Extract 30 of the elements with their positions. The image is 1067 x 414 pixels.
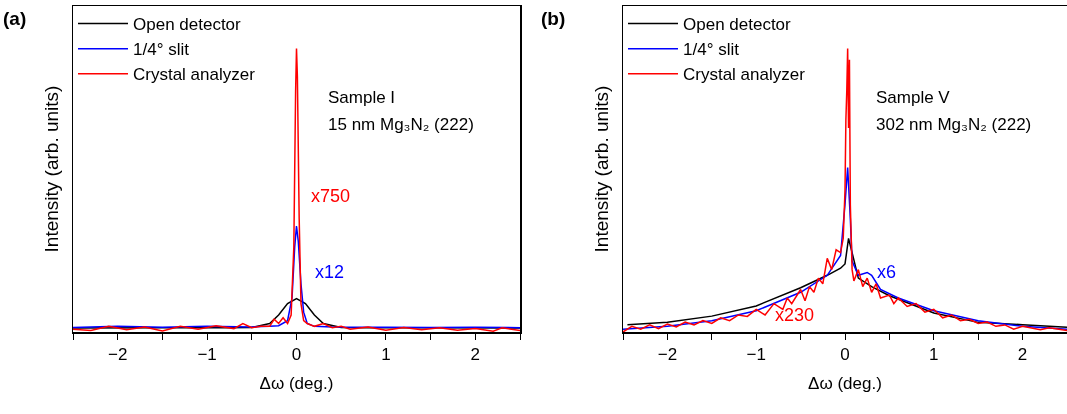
annotation: x750 [311, 186, 351, 206]
x-tick-label: 0 [840, 344, 850, 364]
x-tick-label: −1 [197, 344, 217, 364]
x-tick-label: 2 [470, 344, 481, 364]
x-tick-label: 1 [929, 344, 939, 364]
annotation: x6 [877, 262, 897, 282]
chart-title: (b) [541, 8, 566, 29]
x-tick-label: 1 [381, 344, 391, 364]
legend-label: 1/4° slit [683, 40, 740, 60]
x-tick-label: −1 [746, 344, 766, 364]
annotation: 302 nm Mg₃N₂ (222) [876, 115, 1032, 134]
x-tick-label: −2 [657, 344, 678, 364]
annotation: Sample V [876, 88, 951, 107]
x-tick-label: 0 [291, 344, 302, 364]
annotation: x12 [315, 262, 345, 282]
y-axis-title: Intensity (arb. units) [40, 85, 62, 253]
x-axis-title: Δω (deg.) [808, 374, 882, 394]
annotation: Sample I [328, 88, 396, 107]
legend-label: 1/4° slit [133, 40, 190, 60]
legend-label: Open detector [133, 15, 242, 35]
x-tick-label: 2 [1017, 344, 1028, 364]
annotation: x230 [775, 305, 815, 325]
legend-label: Open detector [683, 15, 792, 35]
y-axis-title: Intensity (arb. units) [590, 85, 612, 253]
legend-label: Crystal analyzer [133, 65, 256, 85]
legend-label: Crystal analyzer [683, 65, 806, 85]
x-axis-title: Δω (deg.) [259, 374, 334, 394]
x-tick-label: −2 [108, 344, 128, 364]
chart-title: (a) [3, 8, 27, 29]
annotation: 15 nm Mg₃N₂ (222) [328, 115, 474, 134]
